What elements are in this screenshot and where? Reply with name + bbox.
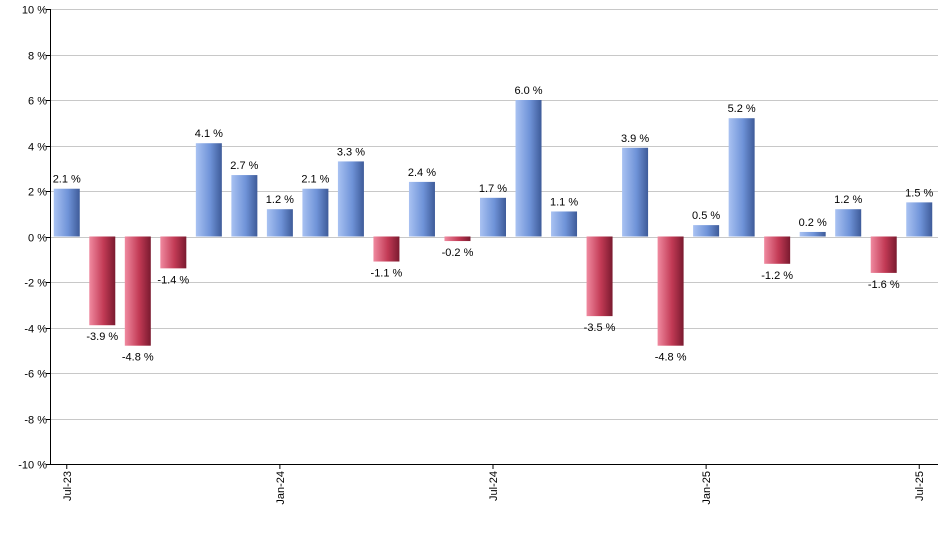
bar-Feb-25 (728, 118, 755, 237)
bar-Nov-24 (622, 147, 649, 237)
data-label: 2.1 % (53, 174, 81, 186)
y-tick-label: 8 % (28, 51, 47, 63)
bar-Jan-24 (266, 209, 293, 237)
bar-Jul-24 (480, 197, 506, 237)
bar-Jun-24 (444, 236, 471, 242)
y-tick-label: -2 % (24, 278, 47, 290)
data-label: -1.6 % (868, 279, 900, 291)
bar-Apr-24 (373, 236, 400, 262)
bar-Aug-24 (515, 100, 542, 237)
data-label: 3.3 % (337, 146, 365, 158)
data-label: 5.2 % (728, 103, 756, 115)
data-label: -1.2 % (761, 270, 793, 282)
data-label: 4.1 % (195, 128, 223, 140)
x-tick-label: Jan-24 (275, 471, 287, 505)
y-tick-label: 6 % (28, 96, 47, 108)
data-label: -1.4 % (157, 274, 189, 286)
bar-Apr-25 (799, 231, 826, 237)
data-label: 3.9 % (621, 133, 649, 145)
bar-Jun-25 (870, 236, 897, 273)
data-label: 1.2 % (834, 194, 862, 206)
axes: 10 % 8 % 6 % 4 % 2 % 0 % -2 % -4 % -6 % -8 % -10 %… (18, 5, 938, 505)
bar-Dec-23 (231, 175, 258, 237)
data-label: -1.1 % (371, 268, 403, 280)
bar-Sep-24 (551, 211, 578, 237)
y-tick-label: 10 % (22, 5, 47, 17)
y-tick-label: 4 % (28, 142, 47, 154)
y-tick-label: 0 % (28, 233, 47, 245)
data-label: 0.2 % (799, 217, 827, 229)
data-label: -3.9 % (86, 331, 118, 343)
y-tick-label: -4 % (24, 324, 47, 336)
data-label: 2.1 % (301, 174, 329, 186)
x-tick-label: Jan-25 (701, 471, 713, 505)
data-label: -0.2 % (442, 247, 474, 259)
data-labels: 2.1 % -3.9 % -4.8 % -1.4 % 4.1 % 2.7 % 1.2 % 2.… (53, 85, 934, 364)
bar-Oct-24 (586, 236, 613, 317)
data-label: 1.1 % (550, 196, 578, 208)
x-tick-label: Jul-23 (62, 471, 74, 501)
bar-Mar-24 (337, 161, 364, 237)
bar-Feb-24 (302, 188, 329, 237)
data-label: 1.7 % (479, 183, 507, 195)
bar-Nov-23 (195, 143, 222, 237)
bars (53, 100, 933, 346)
data-label: -4.8 % (655, 352, 687, 364)
x-tick-label: Jul-25 (914, 471, 926, 501)
x-tick-label: Jul-24 (488, 471, 500, 501)
bar-Jul-25 (906, 202, 933, 237)
y-tick-label: -10 % (18, 460, 47, 472)
bar-Dec-24 (657, 236, 684, 346)
data-label: 1.2 % (266, 194, 294, 206)
bar-Aug-23 (89, 236, 116, 326)
data-label: 2.7 % (230, 160, 258, 172)
bar-May-24 (408, 181, 435, 237)
data-label: -4.8 % (122, 352, 154, 364)
y-tick-label: -6 % (24, 369, 47, 381)
bar-May-25 (835, 209, 862, 237)
bar-Jan-25 (693, 225, 720, 237)
data-label: -3.5 % (584, 322, 616, 334)
data-label: 2.4 % (408, 167, 436, 179)
data-label: 1.5 % (905, 187, 933, 199)
bar-Oct-23 (160, 236, 187, 269)
bar-Mar-25 (764, 236, 791, 264)
y-tick-label: -8 % (24, 415, 47, 427)
bar-Jul-23 (53, 188, 80, 237)
data-label: 0.5 % (692, 210, 720, 222)
y-tick-label: 2 % (28, 187, 47, 199)
data-label: 6.0 % (514, 85, 542, 97)
bar-Sep-23 (124, 236, 151, 346)
